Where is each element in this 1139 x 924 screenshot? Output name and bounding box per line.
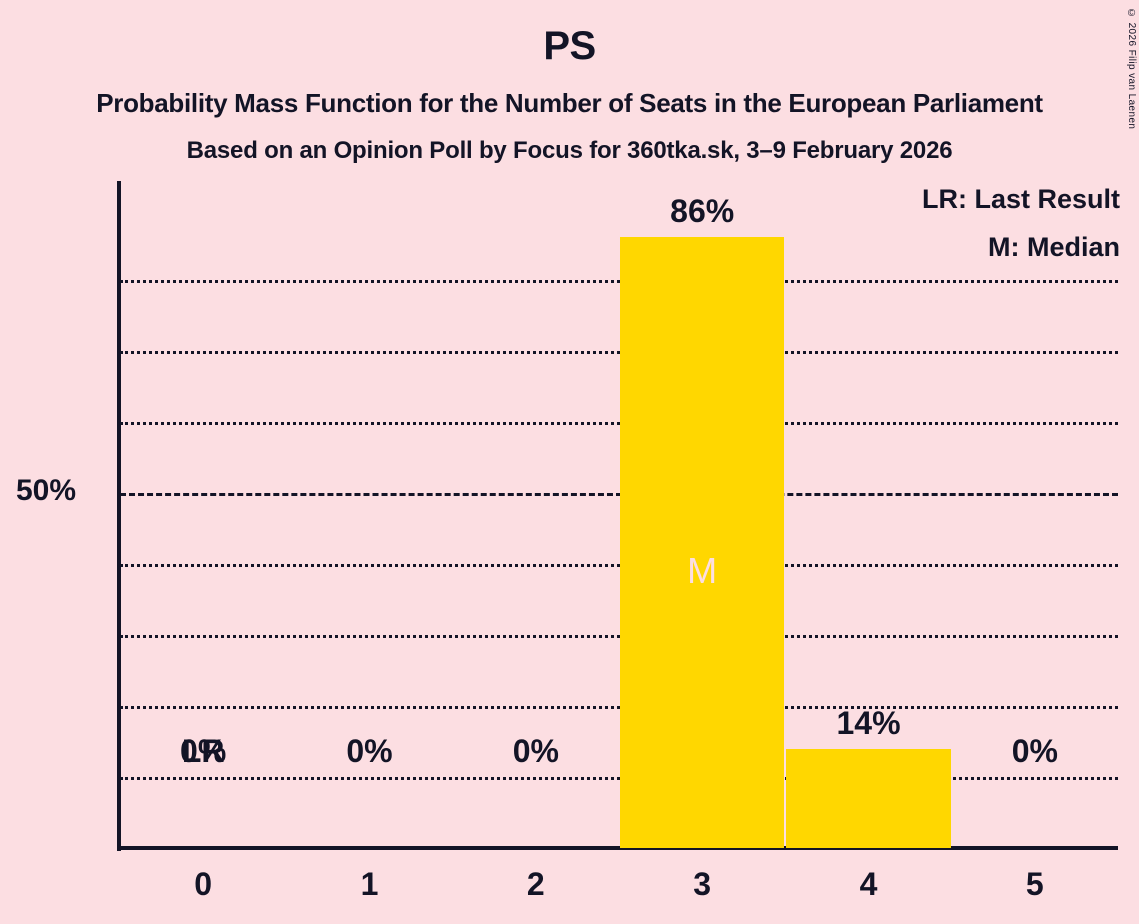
gridline-20 xyxy=(120,706,1118,709)
x-tick-2: 2 xyxy=(526,866,545,902)
x-tick-5: 5 xyxy=(1025,866,1044,902)
last-result-marker: LR xyxy=(181,733,225,769)
x-tick-4: 4 xyxy=(859,866,878,902)
gridline-60 xyxy=(120,422,1118,425)
gridline-40 xyxy=(120,564,1118,567)
gridline-80 xyxy=(120,280,1118,283)
value-label-0: 0% xyxy=(180,733,227,769)
y-tick-50%: 50% xyxy=(15,474,76,507)
gridline-10 xyxy=(120,777,1118,780)
plot-area: M xyxy=(120,181,1118,848)
value-label-4: 14% xyxy=(836,704,901,741)
x-axis-line xyxy=(118,846,1118,850)
x-tick-1: 1 xyxy=(360,866,379,902)
value-label-5: 0% xyxy=(1011,733,1058,769)
page-title: PS xyxy=(543,24,596,68)
bar-3 xyxy=(619,237,785,848)
chart-source-note: Based on an Opinion Poll by Focus for 36… xyxy=(186,137,953,164)
value-label-2: 0% xyxy=(512,733,559,769)
legend-median: M: Median xyxy=(988,232,1120,262)
gridline-30 xyxy=(120,635,1118,638)
gridline-70 xyxy=(120,351,1118,354)
chart-subtitle: Probability Mass Function for the Number… xyxy=(96,88,1043,118)
value-label-3: 86% xyxy=(670,193,735,230)
bar-4 xyxy=(785,748,951,848)
x-tick-3: 3 xyxy=(693,866,712,902)
median-marker: M xyxy=(687,549,718,591)
gridline-50 xyxy=(120,493,1118,496)
legend-last-result: LR: Last Result xyxy=(921,184,1120,214)
y-axis-line xyxy=(117,181,121,851)
copyright-notice: © 2026 Filip van Laenen xyxy=(1126,8,1137,130)
value-label-1: 0% xyxy=(346,733,393,769)
x-tick-0: 0 xyxy=(194,866,213,902)
